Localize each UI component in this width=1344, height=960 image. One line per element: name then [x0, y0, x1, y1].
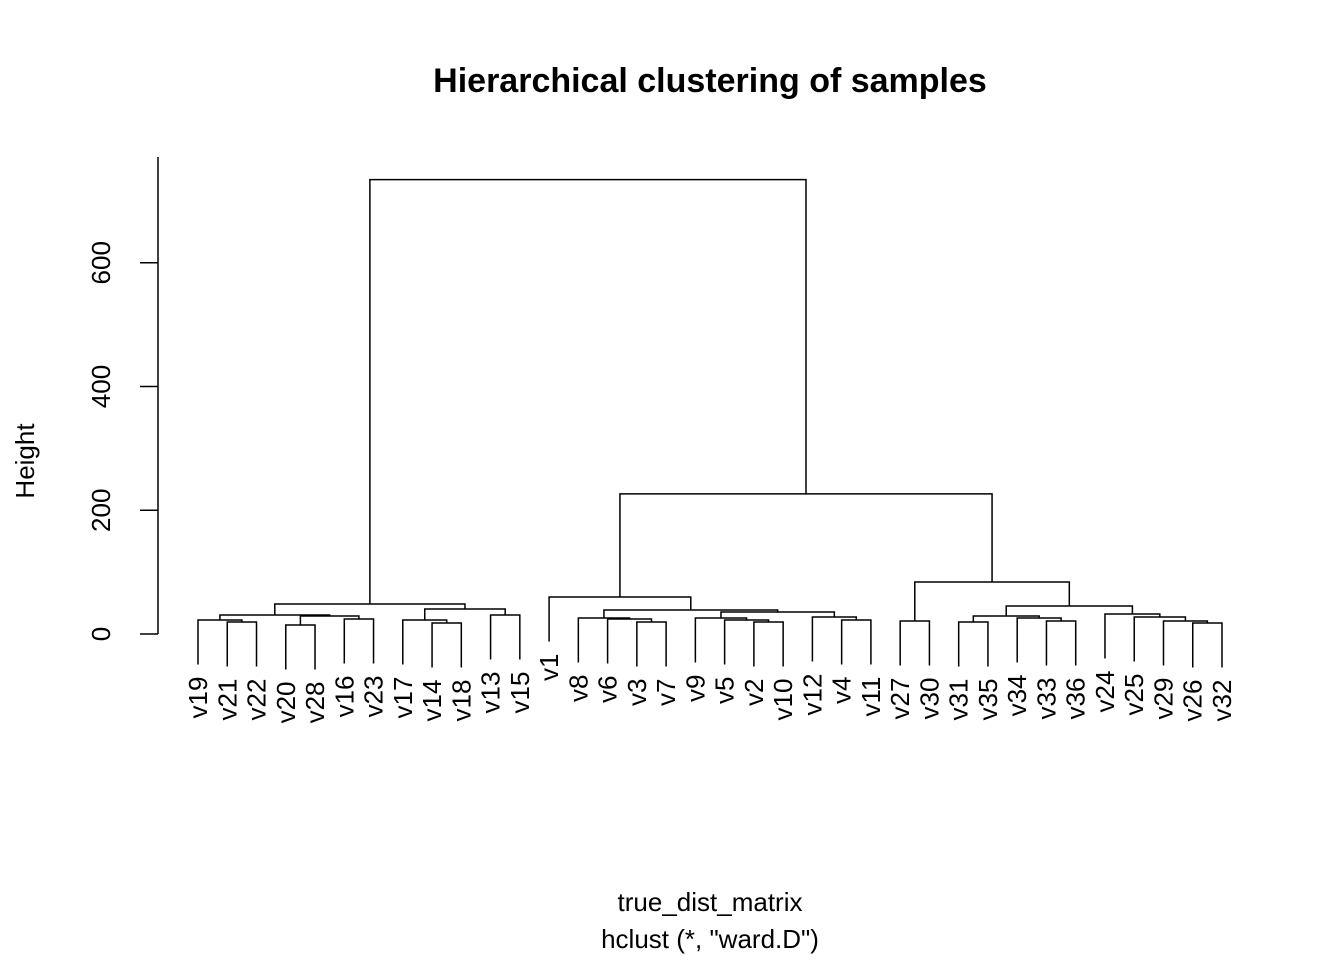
- leaf-label: v22: [242, 679, 272, 721]
- leaf-label: v14: [417, 680, 447, 722]
- merge-link: [694, 617, 748, 663]
- merge-link: [1005, 605, 1134, 616]
- merge-link: [431, 622, 463, 668]
- leaf-label: v20: [271, 682, 301, 724]
- leaf-label: v31: [944, 679, 974, 721]
- leaf-label: v15: [505, 672, 535, 714]
- leaf-label: v5: [710, 677, 740, 704]
- leaf-label: v12: [797, 674, 827, 716]
- leaf-label: v30: [914, 678, 944, 720]
- merge-link: [489, 614, 521, 660]
- leaf-label: v8: [563, 675, 593, 702]
- merge-link: [226, 621, 258, 667]
- leaf-label: v28: [300, 682, 330, 724]
- merge-link: [723, 619, 770, 665]
- leaf-label: v9: [680, 675, 710, 702]
- merge-link: [840, 619, 872, 665]
- merge-link: [343, 618, 375, 664]
- merge-link: [811, 616, 858, 662]
- merge-link: [1104, 613, 1161, 659]
- leaf-label: v29: [1148, 678, 1178, 720]
- merge-link: [1045, 620, 1077, 666]
- merge-link: [369, 178, 807, 604]
- merge-link: [197, 619, 243, 665]
- merge-link: [619, 493, 993, 598]
- merge-link: [914, 581, 1071, 622]
- merge-link: [1016, 617, 1062, 663]
- leaf-label: v27: [885, 678, 915, 720]
- leaf-label: v19: [183, 677, 213, 719]
- merge-link: [219, 614, 331, 621]
- merge-link: [1162, 620, 1209, 666]
- y-tick-label: 600: [86, 241, 116, 284]
- leaf-label: v16: [329, 676, 359, 718]
- leaf-label: v25: [1119, 674, 1149, 716]
- merge-link: [636, 621, 667, 667]
- leaf-label: v21: [212, 679, 242, 721]
- leaf-label: v3: [622, 679, 652, 706]
- leaf-label: v17: [388, 677, 418, 719]
- leaf-label: v34: [1002, 675, 1032, 717]
- leaf-label: v23: [359, 676, 389, 718]
- merge-link: [1133, 616, 1187, 662]
- leaf-label: v1: [534, 654, 564, 681]
- leaf-label: v26: [1178, 680, 1208, 722]
- y-tick-label: 400: [86, 365, 116, 408]
- merge-link: [972, 615, 1040, 622]
- leaf-label: v7: [651, 679, 681, 706]
- merge-link: [606, 618, 653, 664]
- leaf-label: v24: [1090, 671, 1120, 713]
- leaf-label: v36: [1061, 678, 1091, 720]
- merge-link: [577, 617, 631, 663]
- subtitle: hclust (*, "ward.D"): [601, 924, 819, 954]
- y-axis-label: Height: [10, 423, 40, 499]
- merge-link: [1191, 622, 1223, 668]
- leaf-label: v33: [1031, 678, 1061, 720]
- leaf-label: v6: [593, 676, 623, 703]
- leaf-label: v4: [827, 677, 857, 704]
- y-tick-label: 200: [86, 489, 116, 532]
- chart-title: Hierarchical clustering of samples: [433, 62, 987, 100]
- merge-link: [299, 615, 360, 625]
- leaf-label: v18: [446, 680, 476, 722]
- merge-link: [753, 621, 784, 667]
- leaf-label: v35: [973, 679, 1003, 721]
- leaf-label: v10: [768, 679, 798, 721]
- leaf-label: v32: [1207, 680, 1237, 722]
- leaf-label: v11: [856, 677, 886, 717]
- merge-link: [285, 624, 316, 670]
- x-axis-label: true_dist_matrix: [618, 887, 803, 917]
- merge-link: [603, 609, 779, 618]
- merge-link: [899, 620, 931, 666]
- leaf-label: v2: [739, 679, 769, 706]
- merge-link: [402, 619, 448, 665]
- merge-link: [957, 621, 989, 667]
- leaf-label: v13: [476, 672, 506, 714]
- y-tick-label: 0: [86, 627, 116, 641]
